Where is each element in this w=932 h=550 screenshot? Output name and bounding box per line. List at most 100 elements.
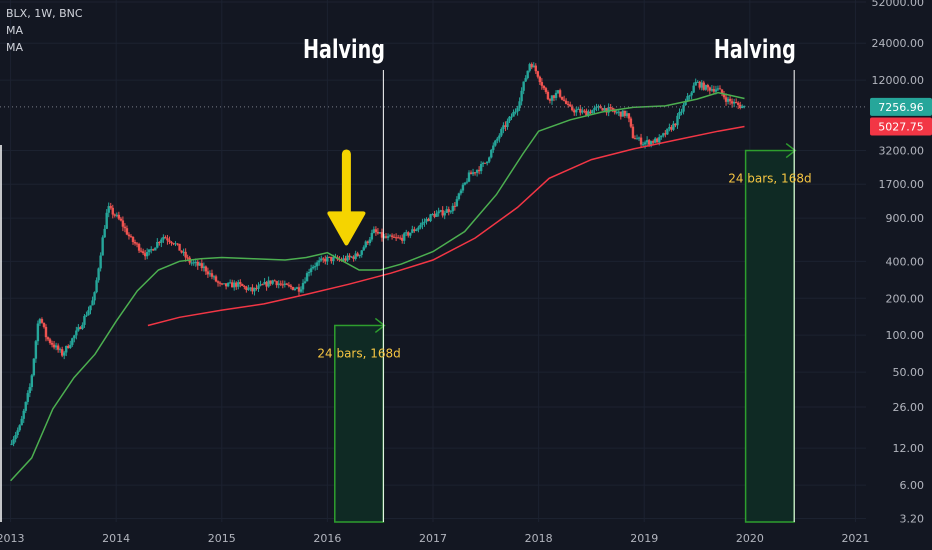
indicator-ma-2[interactable]: MA: [6, 41, 24, 54]
candle-body: [514, 111, 517, 113]
time-axis[interactable]: 2013 2014 2015 2016 2017 2018 2019 2020 2021: [0, 532, 869, 545]
candle-body: [516, 108, 519, 112]
candle-body: [651, 141, 655, 143]
candle-body: [113, 214, 116, 216]
last-price-tag[interactable]: [870, 97, 932, 116]
candle-body: [380, 232, 384, 238]
candle-body: [263, 281, 266, 285]
candle-body: [672, 123, 675, 130]
candle-body: [107, 206, 110, 213]
y-tick-label: 50.00: [893, 366, 925, 379]
candle-body: [475, 169, 479, 173]
candle-body: [10, 443, 13, 445]
candle-body: [459, 190, 463, 194]
candle-body: [607, 107, 610, 113]
y-tick-label: 200.00: [886, 292, 925, 305]
candle-body: [674, 123, 677, 126]
candle-body: [67, 345, 70, 349]
candle-body: [133, 242, 137, 244]
candle-body: [502, 125, 505, 130]
candle-body: [556, 90, 560, 93]
candle-body: [184, 251, 187, 258]
candle-body: [734, 102, 738, 104]
candle-body: [135, 243, 139, 245]
candle-body: [732, 102, 736, 104]
candle-body: [273, 280, 276, 282]
candle-body: [180, 250, 183, 253]
candle-body: [50, 342, 54, 345]
candle-body: [431, 214, 434, 216]
candle-body: [178, 243, 181, 251]
candle-body: [139, 250, 143, 252]
candle-body: [591, 110, 594, 114]
price-axis[interactable]: 3.20 6.00 12.00 26.00 50.00 100.00 200.00 400.0…: [870, 0, 932, 526]
candle-body: [390, 235, 394, 237]
candle-body: [680, 111, 683, 113]
indicator-ma-1[interactable]: MA: [6, 24, 24, 37]
candle-body: [542, 85, 546, 89]
candle-body: [73, 335, 76, 339]
candle-body: [581, 110, 584, 113]
candle-body: [313, 266, 317, 268]
candle-body: [77, 327, 80, 331]
candle-body: [141, 251, 145, 254]
candle-body: [704, 84, 708, 90]
candle-body: [170, 241, 173, 244]
candle-body: [627, 113, 631, 119]
symbol-title[interactable]: BLX, 1W, BNC: [6, 7, 83, 20]
candle-body: [291, 287, 295, 291]
candle-body: [708, 87, 712, 91]
candle-body: [534, 65, 537, 72]
candle-body: [352, 256, 355, 259]
candle-body: [237, 282, 240, 287]
candle-body: [109, 206, 112, 208]
candle-body: [354, 253, 357, 259]
x-tick-label: 2017: [419, 532, 447, 545]
candle-body: [311, 266, 315, 269]
candle-body: [166, 238, 169, 241]
candle-body: [728, 98, 732, 102]
candle-body: [324, 258, 327, 262]
y-tick-label: 100.00: [886, 329, 925, 342]
candle-body: [477, 169, 481, 172]
candle-body: [714, 89, 718, 92]
grid-lines: [0, 0, 866, 522]
y-tick-label: 52000.00: [872, 0, 925, 9]
candle-body: [277, 283, 280, 286]
candle-body: [443, 212, 446, 216]
candle-body: [249, 287, 252, 289]
date-range-box[interactable]: [744, 149, 795, 523]
date-range-box[interactable]: [334, 324, 385, 523]
candle-body: [730, 101, 734, 104]
candle-body: [176, 243, 179, 245]
x-tick-label: 2013: [0, 532, 25, 545]
candle-body: [131, 236, 135, 243]
candle-body: [129, 236, 133, 238]
candle-body: [46, 337, 50, 340]
candle-body: [224, 283, 228, 287]
candle-body: [226, 282, 230, 287]
annotations[interactable]: Halving Halving 24 bars, 168d 24 bars, 168d: [0, 34, 866, 522]
candle-body: [22, 410, 25, 419]
candle-body: [344, 258, 347, 261]
candle-body: [415, 229, 418, 231]
candle-body: [58, 349, 62, 351]
candle-body: [20, 418, 23, 426]
ma-line-1: [10, 91, 745, 482]
last-price-tag[interactable]: [870, 117, 932, 136]
candle-body: [552, 95, 556, 98]
candle-body: [14, 435, 17, 440]
candle-body: [148, 249, 151, 253]
candle-body: [605, 108, 608, 113]
candle-body: [275, 281, 278, 286]
candle-body: [111, 207, 114, 215]
candle-body: [500, 129, 503, 136]
candle-body: [103, 228, 106, 238]
candle-body: [433, 214, 436, 217]
candle-body: [283, 283, 287, 285]
candle-body: [307, 272, 311, 274]
annotation-boxes[interactable]: [334, 142, 797, 523]
candle-body: [658, 137, 661, 143]
candle-body: [91, 300, 94, 306]
